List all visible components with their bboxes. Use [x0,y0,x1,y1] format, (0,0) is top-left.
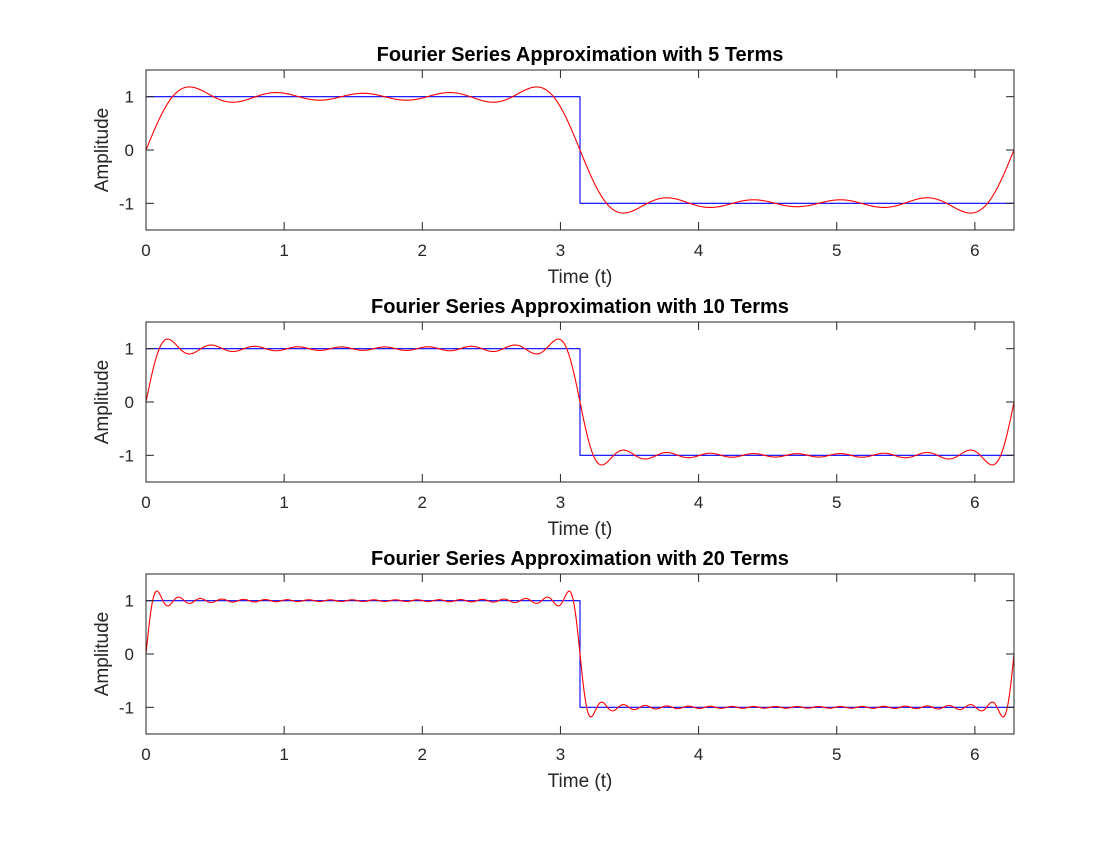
x-tick-label: 6 [970,745,979,764]
x-tick-label: 6 [970,241,979,260]
x-tick-label: 4 [694,745,703,764]
chart-title: Fourier Series Approximation with 20 Ter… [371,548,789,570]
x-tick-label: 1 [279,241,288,260]
y-tick-label: 1 [125,340,134,359]
x-tick-label: 1 [279,745,288,764]
x-tick-label: 5 [832,241,841,260]
fourier-approximation-line [146,86,1014,214]
series-group [146,338,1014,466]
y-tick-label: -1 [119,446,134,465]
fourier-approximation-line [146,590,1014,718]
subplot-1: 0 1 2 3 4 5 6 -1 0 1 Fourier Series Approximation … [92,44,1015,288]
chart-title: Fourier Series Approximation with 10 Ter… [371,296,789,318]
y-tick-label: 1 [125,88,134,107]
x-tick-label: 2 [418,745,427,764]
y-tick-label: 0 [125,393,134,412]
x-axis-label: Time (t) [548,519,613,540]
x-tick-label: 5 [832,745,841,764]
x-tick-label: 5 [832,493,841,512]
subplot-3: 0 1 2 3 4 5 6 -1 0 1 Fourier Series Approximation … [92,548,1015,792]
y-tick-label: -1 [119,698,134,717]
x-tick-label: 1 [279,493,288,512]
x-tick-label: 3 [556,241,565,260]
x-tick-label: 6 [970,493,979,512]
x-tick-label: 2 [418,241,427,260]
y-tick-label: -1 [119,194,134,213]
y-tick-label: 0 [125,645,134,664]
y-tick-label: 0 [125,141,134,160]
y-axis-label: Amplitude [92,612,113,697]
x-tick-label: 3 [556,745,565,764]
x-tick-label: 3 [556,493,565,512]
series-group [146,590,1014,718]
x-tick-label: 2 [418,493,427,512]
series-group [146,86,1014,214]
x-axis-label: Time (t) [548,771,613,792]
x-tick-label: 4 [694,493,703,512]
x-tick-label: 0 [141,493,150,512]
x-tick-label: 0 [141,745,150,764]
subplot-2: 0 1 2 3 4 5 6 -1 0 1 Fourier Series Approximation … [92,296,1015,540]
chart-title: Fourier Series Approximation with 5 Term… [377,44,784,66]
x-axis-label: Time (t) [548,267,613,288]
x-tick-label: 4 [694,241,703,260]
y-axis-label: Amplitude [92,108,113,193]
x-tick-label: 0 [141,241,150,260]
fourier-approximation-line [146,338,1014,466]
y-tick-label: 1 [125,592,134,611]
y-axis-label: Amplitude [92,360,113,445]
